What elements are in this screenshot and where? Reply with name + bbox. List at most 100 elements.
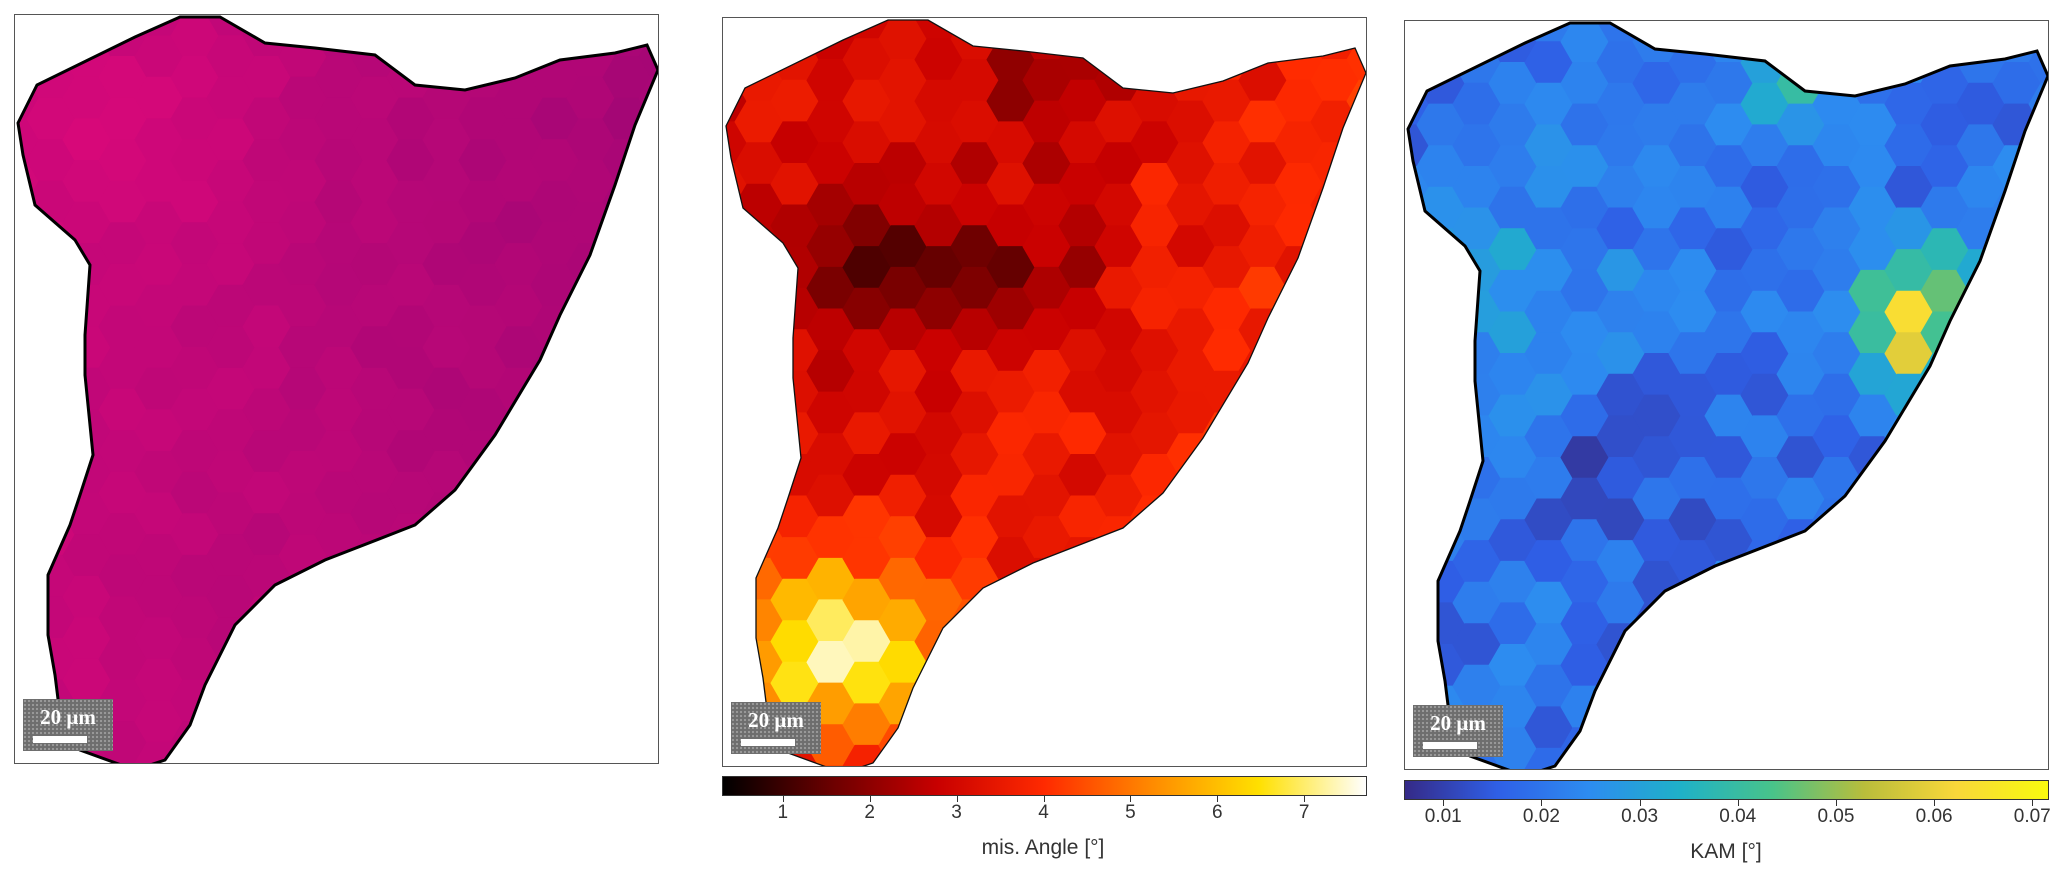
- hex-cell: [314, 638, 364, 681]
- hex-cell: [98, 15, 147, 16]
- hex-cell: [1022, 59, 1072, 102]
- hex-cell: [1920, 644, 1970, 687]
- hex-cell: [1238, 641, 1288, 684]
- hex-cell: [1560, 21, 1609, 22]
- hex-cell: [1166, 474, 1216, 518]
- hex-cell: [1740, 373, 1790, 417]
- hex-cell: [914, 703, 964, 746]
- hex-cell: [278, 76, 328, 120]
- hex-cell: [494, 534, 544, 577]
- colorbar-tick: [1737, 800, 1739, 806]
- hex-cell: [950, 18, 999, 19]
- hex-cell: [1166, 599, 1216, 643]
- hex-cell: [386, 554, 436, 598]
- hex-cell: [278, 201, 328, 245]
- hex-cell: [1812, 290, 1862, 334]
- hex-cell: [1524, 623, 1574, 666]
- hex-cell: [878, 516, 928, 559]
- hex-cell: [206, 534, 256, 577]
- hex-cell: [278, 160, 328, 203]
- hex-cell: [242, 56, 292, 99]
- hex-cell: [1632, 685, 1682, 729]
- hex-cell: [422, 35, 472, 78]
- hex-cell: [386, 305, 436, 349]
- hex-cell: [1668, 207, 1718, 251]
- hex-cell: [1776, 602, 1826, 646]
- hex-cell: [98, 347, 148, 390]
- hex-cell: [1274, 412, 1324, 455]
- hex-cell: [134, 575, 184, 619]
- hex-cell: [1776, 269, 1826, 313]
- hex-cell: [1058, 661, 1108, 705]
- hex-cell: [914, 744, 964, 766]
- hex-cell: [170, 305, 220, 349]
- hex-cell: [1956, 664, 2006, 708]
- hex-cell: [1346, 204, 1366, 248]
- hex-cell: [314, 139, 364, 182]
- hex-cell: [986, 744, 1036, 766]
- hex-cell: [530, 15, 579, 16]
- hex-cell: [986, 121, 1036, 164]
- hex-cell: [530, 97, 580, 141]
- hex-cell: [62, 617, 112, 660]
- hex-cell: [734, 433, 784, 476]
- hex-cell: [1920, 145, 1970, 188]
- hex-cell: [1668, 290, 1718, 334]
- hex-cell: [1920, 727, 1970, 769]
- hex-cell: [422, 409, 472, 452]
- hex-cell: [1596, 332, 1646, 375]
- hex-cell: [842, 38, 892, 81]
- hex-cell: [950, 516, 1000, 559]
- hex-cell: [1238, 682, 1288, 726]
- hex-cell: [1884, 166, 1934, 209]
- hex-cell: [1632, 519, 1682, 562]
- hex-cell: [1848, 311, 1898, 355]
- hex-cell: [1274, 370, 1324, 414]
- hex-cell: [314, 347, 364, 390]
- hex-cell: [458, 388, 508, 432]
- hex-cell: [134, 658, 184, 702]
- colorbar-tick: [1835, 800, 1837, 806]
- hex-cell: [1812, 332, 1862, 375]
- colorbar-tick-label: 1: [777, 802, 789, 823]
- hex-cell: [206, 284, 256, 328]
- hex-cell: [458, 15, 507, 16]
- hex-cell: [170, 513, 220, 556]
- hex-cell: [1812, 41, 1862, 84]
- hex-cell: [1596, 82, 1646, 126]
- hex-cell: [914, 495, 964, 539]
- hex-cell: [1202, 495, 1252, 539]
- hex-cell: [842, 537, 892, 580]
- hex-cell: [1704, 145, 1754, 188]
- hex-cell: [602, 596, 652, 640]
- hex-cell: [1202, 703, 1252, 746]
- hex-cell: [278, 17, 328, 37]
- hex-cell: [170, 471, 220, 515]
- hex-cell: [134, 367, 184, 411]
- hex-cell: [422, 284, 472, 328]
- hex-cell: [98, 430, 148, 473]
- hex-cell: [566, 284, 616, 328]
- hex-cell: [26, 97, 76, 141]
- hex-cell: [1848, 685, 1898, 729]
- hex-cell: [734, 142, 784, 185]
- hex-cell: [1596, 581, 1646, 625]
- hex-cell: [1166, 682, 1216, 726]
- hex-cell: [98, 222, 148, 265]
- hex-cell: [1346, 744, 1366, 766]
- hex-cell: [350, 243, 400, 286]
- hex-cell: [1238, 100, 1288, 144]
- hex-cell: [986, 495, 1036, 539]
- hex-cell: [914, 329, 964, 372]
- hex-cell: [638, 284, 658, 328]
- hex-cell: [1524, 249, 1574, 292]
- hex-cell: [1094, 557, 1144, 601]
- hex-cell: [950, 474, 1000, 518]
- hex-cell: [1524, 124, 1574, 167]
- hex-cell: [1408, 23, 1430, 43]
- hex-cell: [1408, 623, 1430, 666]
- hex-cell: [314, 721, 364, 763]
- hex-cell: [566, 700, 616, 743]
- hex-cell: [1022, 433, 1072, 476]
- hex-cell: [770, 163, 820, 206]
